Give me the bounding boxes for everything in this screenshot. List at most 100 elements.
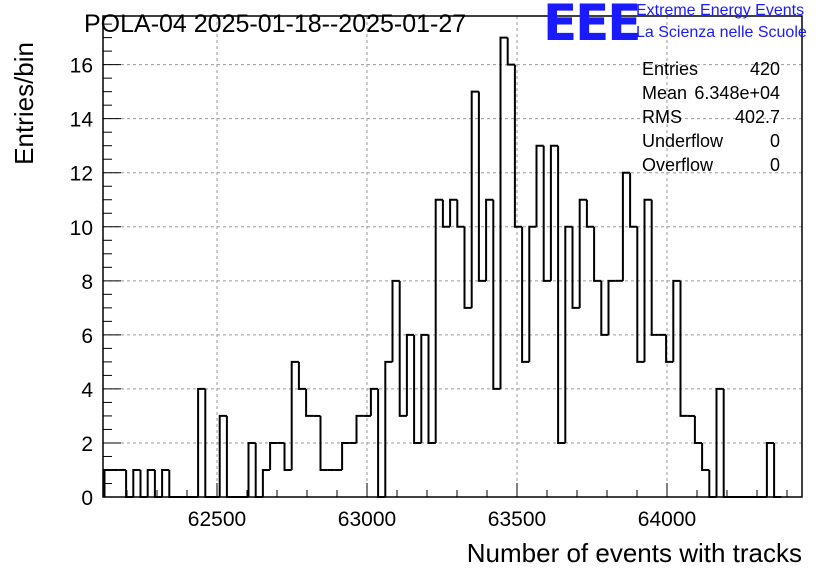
- histogram-bin: [636, 226, 645, 363]
- chart-title: POLA-04 2025-01-18--2025-01-27: [84, 10, 467, 38]
- histogram-bin: [168, 469, 177, 498]
- stat-label: Underflow: [642, 131, 724, 151]
- histogram-bin: [369, 387, 379, 416]
- histogram-bin: [161, 468, 170, 497]
- stat-underflow: Underflow 0: [642, 130, 780, 154]
- stat-value: 6.348e+04: [694, 83, 780, 103]
- histogram-bin: [398, 280, 407, 417]
- histogram-bin: [585, 199, 595, 228]
- y-tick-label: 12: [70, 163, 93, 186]
- stat-label: RMS: [642, 107, 682, 127]
- histogram-bin: [557, 145, 566, 444]
- histogram-bin: [485, 198, 494, 281]
- stat-value: 420: [749, 59, 780, 79]
- histogram-bin: [218, 414, 227, 497]
- x-tick-label: 63000: [338, 508, 396, 531]
- histogram-bin: [470, 90, 479, 308]
- histogram-bin: [456, 199, 465, 228]
- x-tick-label: 63500: [488, 508, 546, 531]
- histogram-bin: [297, 361, 307, 390]
- y-tick-label: 6: [81, 325, 93, 348]
- histogram-bin: [708, 469, 717, 498]
- histogram-bin: [391, 279, 400, 362]
- histogram-bin: [384, 360, 393, 497]
- histogram-bin: [225, 415, 235, 498]
- plot-frame: [102, 15, 803, 498]
- stat-mean: Mean 6.348e+04: [642, 82, 780, 106]
- histogram-bin: [153, 469, 163, 498]
- histogram-bin: [701, 442, 710, 471]
- y-axis-label: Entries/bin: [9, 42, 39, 165]
- histogram-bin: [643, 198, 652, 362]
- histogram-bin: [549, 144, 559, 281]
- histogram-bin: [542, 145, 551, 282]
- logo-line-1: Extreme Energy Events: [636, 2, 805, 19]
- histogram-bin: [132, 468, 141, 497]
- tick-labels: 62500 63000 63500 64000 0 2 4 6 8 10 12 14 16: [70, 55, 697, 531]
- histogram-bin: [146, 468, 155, 497]
- histogram-bin: [621, 171, 631, 281]
- histogram-bin: [665, 334, 674, 363]
- histogram-bin: [715, 387, 724, 497]
- histogram-bin: [477, 91, 487, 282]
- histogram-bin: [197, 387, 206, 497]
- y-tick-label: 2: [81, 433, 93, 456]
- stat-overflow: Overflow 0: [642, 154, 780, 178]
- histogram-bin: [319, 415, 328, 471]
- histogram-bin: [600, 280, 609, 336]
- histogram-bin: [506, 37, 515, 66]
- histogram-bin: [355, 414, 364, 443]
- histogram-bin: [290, 360, 299, 470]
- histogram-bin: [521, 226, 530, 363]
- histogram-bin: [441, 199, 451, 228]
- histogram-bin: [650, 199, 659, 336]
- histogram-bin: [593, 226, 602, 282]
- histogram-bin: [773, 442, 782, 498]
- histogram-bin: [672, 279, 681, 362]
- y-tick-label: 10: [70, 217, 93, 240]
- x-axis-label: Number of events with tracks: [467, 538, 802, 568]
- grid-lines: [103, 16, 802, 497]
- histogram-bin: [139, 469, 148, 498]
- stat-value: 0: [769, 155, 780, 175]
- histogram-bin: [528, 225, 537, 362]
- y-tick-label: 8: [81, 271, 93, 294]
- histogram-bin: [427, 334, 436, 444]
- histogram-bin: [679, 280, 688, 417]
- histogram-bin: [765, 441, 775, 497]
- eee-logo: EEE: [543, 0, 641, 52]
- histogram-bin: [564, 225, 573, 443]
- y-tick-label: 14: [70, 109, 94, 132]
- histogram-bin: [283, 442, 292, 471]
- stat-entries: Entries 420: [642, 58, 780, 82]
- axis-ticks: [103, 23, 788, 498]
- histogram-bin: [341, 441, 350, 470]
- histogram-bin: [578, 198, 587, 308]
- y-tick-label: 0: [81, 487, 93, 510]
- histogram-bin: [254, 442, 263, 498]
- histogram-bin: [693, 415, 703, 444]
- histogram-bin: [449, 198, 458, 227]
- histogram-bin: [420, 333, 429, 443]
- histogram-bin: [247, 441, 256, 497]
- y-tick-label: 4: [81, 379, 93, 402]
- stat-value: 402.7: [734, 107, 780, 127]
- histogram-bin: [434, 198, 443, 443]
- histogram-bin: [413, 334, 422, 444]
- histogram-bin: [305, 388, 314, 417]
- histogram-bin: [499, 36, 508, 389]
- histogram-bin: [607, 279, 616, 335]
- histogram-bin: [261, 468, 271, 497]
- histogram-bin: [405, 333, 415, 416]
- stat-value: 0: [769, 131, 780, 151]
- histogram-bin: [513, 64, 523, 228]
- y-tick-label: 16: [70, 55, 93, 78]
- histogram-bin: [492, 199, 501, 390]
- x-tick-label: 64000: [638, 508, 696, 531]
- x-tick-label: 62500: [188, 508, 246, 531]
- stat-label: Overflow: [642, 155, 714, 175]
- histogram-bin: [535, 144, 544, 227]
- stat-label: Mean: [642, 83, 688, 103]
- stats-box: Entries 420 Mean 6.348e+04 RMS 402.7 Und…: [642, 58, 780, 178]
